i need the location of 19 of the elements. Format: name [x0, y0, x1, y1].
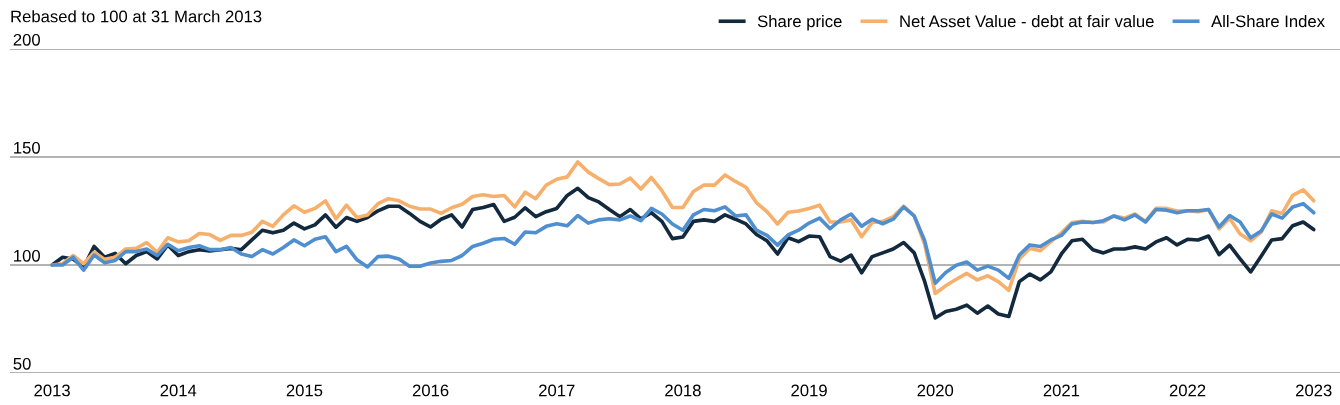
legend-label: All-Share Index — [1211, 15, 1325, 28]
x-tick-label: 2013 — [34, 384, 70, 397]
legend-label: Share price — [757, 15, 842, 31]
y-tick-label: 150 — [14, 141, 40, 154]
x-tick-label: 2019 — [791, 384, 827, 397]
x-tick-label: 2022 — [1169, 384, 1206, 397]
y-tick-label: 200 — [13, 33, 40, 46]
x-tick-label: 2016 — [412, 384, 449, 397]
x-tick-label: 2018 — [665, 384, 701, 397]
y-tick-label: 50 — [13, 357, 31, 370]
x-tick-label: 2017 — [539, 384, 575, 397]
chart-title: Rebased to 100 at 31 March 2013 — [11, 10, 262, 23]
x-tick-label: 2021 — [1043, 384, 1080, 397]
x-tick-label: 2020 — [917, 384, 954, 397]
x-tick-label: 2015 — [286, 384, 323, 397]
legend-label: Net Asset Value - debt at fair value — [900, 15, 1154, 28]
x-tick-label: 2023 — [1296, 384, 1332, 397]
y-tick-label: 100 — [14, 249, 40, 262]
x-tick-label: 2014 — [160, 384, 197, 397]
